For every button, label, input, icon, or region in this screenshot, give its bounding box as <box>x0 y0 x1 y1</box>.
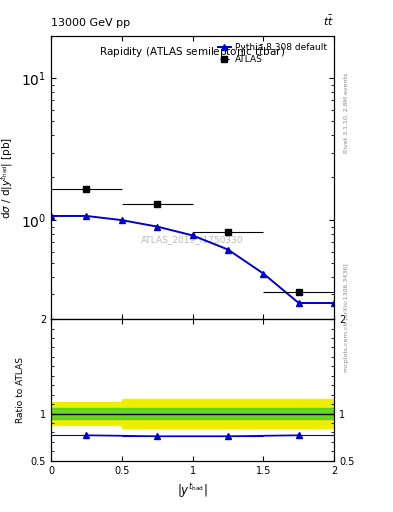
X-axis label: $|y^{t_{\rm had}}|$: $|y^{t_{\rm had}}|$ <box>177 481 208 500</box>
Pythia 8.308 default <box>119 217 124 223</box>
Text: Rapidity (ATLAS semileptonic t$\bar{t}$bar): Rapidity (ATLAS semileptonic t$\bar{t}$b… <box>99 45 286 60</box>
Y-axis label: Ratio to ATLAS: Ratio to ATLAS <box>16 357 25 423</box>
Line: Pythia 8.308 default: Pythia 8.308 default <box>48 212 338 307</box>
Text: Rivet 3.1.10, 2.8M events: Rivet 3.1.10, 2.8M events <box>344 73 349 153</box>
Pythia 8.308 default <box>332 300 336 306</box>
Pythia 8.308 default <box>190 232 195 239</box>
Pythia 8.308 default <box>261 270 266 276</box>
Legend: Pythia 8.308 default, ATLAS: Pythia 8.308 default, ATLAS <box>215 40 330 67</box>
Pythia 8.308 default <box>49 213 53 219</box>
Text: mcplots.cern.ch [arXiv:1306.3436]: mcplots.cern.ch [arXiv:1306.3436] <box>344 263 349 372</box>
Pythia 8.308 default <box>226 246 230 252</box>
Pythia 8.308 default <box>155 224 160 230</box>
Pythia 8.308 default <box>84 213 89 219</box>
Text: 13000 GeV pp: 13000 GeV pp <box>51 18 130 28</box>
Text: $t\bar{t}$: $t\bar{t}$ <box>323 14 334 28</box>
Text: ATLAS_2019_I1750330: ATLAS_2019_I1750330 <box>141 236 244 244</box>
Pythia 8.308 default <box>296 300 301 306</box>
Y-axis label: d$\sigma$ / d$|y^{t_{\rm had}}|$ [pb]: d$\sigma$ / d$|y^{t_{\rm had}}|$ [pb] <box>0 136 15 219</box>
